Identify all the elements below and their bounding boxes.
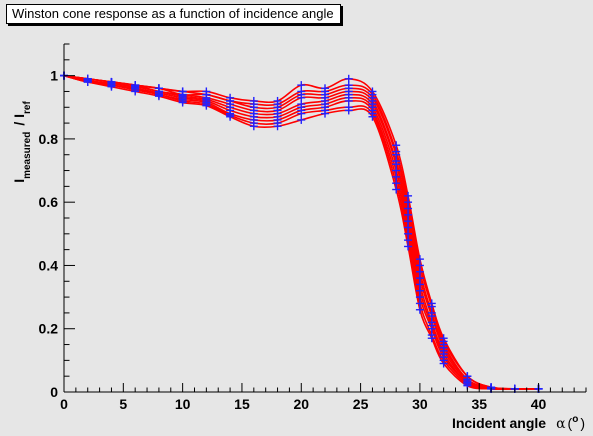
data-point-s9-4 <box>154 92 163 101</box>
y-axis-label-sep: / I <box>11 114 27 126</box>
tick-labels-layer: 0 5 10 15 20 25 30 35 40 0 0.2 0.4 0.6 0.8 1 <box>39 68 547 412</box>
x-tick-label-5: 5 <box>119 396 127 412</box>
data-point-s9-6 <box>202 101 211 110</box>
x-tick-label-40: 40 <box>531 396 547 412</box>
data-point-s9-10 <box>297 115 306 124</box>
data-point-s9-9 <box>273 122 282 131</box>
data-point-s9-1 <box>83 77 92 86</box>
data-point-s9-18 <box>439 359 448 368</box>
x-tick-label-20: 20 <box>293 396 309 412</box>
data-point-s9-5 <box>178 98 187 107</box>
x-tick-label-35: 35 <box>471 396 487 412</box>
data-point-s9-3 <box>131 87 140 96</box>
y-axis-title: Imeasured / Iref <box>11 101 33 183</box>
x-axis-unit: o <box>572 414 578 425</box>
x-axis-symbol: α <box>556 416 566 432</box>
data-point-s9-8 <box>249 122 258 131</box>
axis-ticks-layer <box>63 43 587 393</box>
data-point-s9-12 <box>344 106 353 115</box>
x-tick-label-15: 15 <box>234 396 250 412</box>
x-axis-title: Incident angle α (o) <box>452 414 585 432</box>
x-tick-label-30: 30 <box>412 396 428 412</box>
data-point-s9-13 <box>368 112 377 121</box>
x-tick-label-0: 0 <box>60 396 68 412</box>
y-tick-label-5: 1 <box>50 68 58 84</box>
y-axis-label-sub2: ref <box>22 101 33 114</box>
y-tick-label-2: 0.4 <box>39 257 59 273</box>
data-point-s9-14 <box>392 185 401 194</box>
data-point-s9-2 <box>107 82 116 91</box>
y-tick-label-1: 0.2 <box>39 321 59 337</box>
y-tick-label-3: 0.6 <box>39 194 59 210</box>
data-point-s9-16 <box>415 305 424 314</box>
data-point-s9-7 <box>226 112 235 121</box>
x-axis-unit-open: ( <box>568 415 573 431</box>
x-axis-unit-close: ) <box>580 415 585 431</box>
x-axis-label: Incident angle <box>452 415 546 431</box>
data-point-s9-11 <box>321 109 329 118</box>
x-tick-label-25: 25 <box>353 396 369 412</box>
y-tick-label-0: 0 <box>50 384 58 400</box>
chart-title: Winston cone response as a function of i… <box>6 4 341 24</box>
data-point-s9-17 <box>427 334 436 343</box>
data-point-s9-15 <box>404 242 413 251</box>
y-axis-label-main: I <box>11 179 27 183</box>
x-tick-label-10: 10 <box>175 396 191 412</box>
y-axis-label-sub1: measured <box>22 132 33 179</box>
y-tick-label-4: 0.8 <box>39 131 59 147</box>
